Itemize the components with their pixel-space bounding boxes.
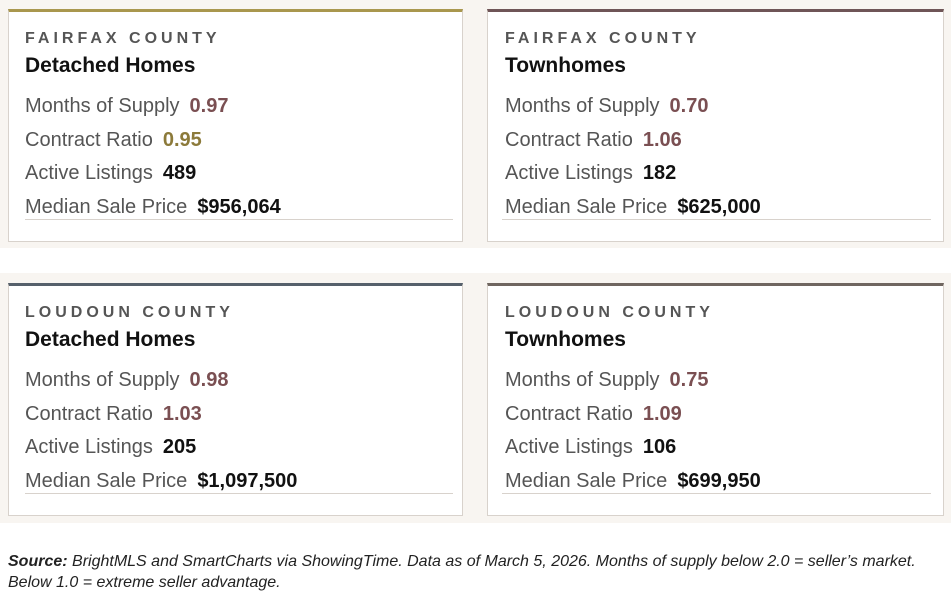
metrics-list: Months of Supply 0.97 Contract Ratio 0.95 … (25, 90, 453, 218)
metric-contract-ratio: Contract Ratio 1.09 (505, 398, 933, 432)
metric-value: 0.97 (189, 95, 229, 117)
metric-label: Contract Ratio (505, 128, 633, 151)
metric-value: 205 (162, 436, 197, 458)
county-label: LOUDOUN COUNTY (505, 304, 714, 321)
card-loudoun-detached: LOUDOUN COUNTY Detached Homes Months of … (8, 283, 463, 516)
metric-label: Contract Ratio (25, 128, 153, 151)
metric-value: 489 (162, 162, 197, 184)
metric-value: $1,097,500 (197, 469, 298, 492)
metric-value: 0.70 (669, 95, 709, 117)
metric-contract-ratio: Contract Ratio 1.06 (505, 124, 933, 158)
metric-label: Active Listings (505, 162, 633, 184)
county-label: LOUDOUN COUNTY (25, 304, 234, 321)
home-type-title: Detached Homes (25, 54, 196, 77)
source-note: Source: BrightMLS and SmartCharts via Sh… (8, 551, 938, 593)
metric-months-of-supply: Months of Supply 0.75 (505, 364, 933, 398)
metric-value: 1.03 (162, 402, 202, 425)
metric-months-of-supply: Months of Supply 0.70 (505, 90, 933, 124)
metric-median-sale-price: Median Sale Price $625,000 (505, 191, 933, 225)
metric-months-of-supply: Months of Supply 0.97 (25, 90, 453, 124)
source-text: BrightMLS and SmartCharts via ShowingTim… (8, 553, 916, 591)
card-fairfax-townhomes: FAIRFAX COUNTY Townhomes Months of Suppl… (487, 9, 944, 242)
divider (25, 219, 453, 220)
metric-label: Median Sale Price (25, 195, 188, 218)
home-type-title: Townhomes (505, 328, 626, 351)
metric-label: Median Sale Price (505, 469, 668, 492)
divider (502, 219, 931, 220)
metric-value: 0.75 (669, 369, 709, 391)
metric-label: Active Listings (505, 436, 633, 458)
divider (25, 493, 453, 494)
divider (502, 493, 931, 494)
metric-value: 1.09 (642, 402, 682, 425)
card-fairfax-detached: FAIRFAX COUNTY Detached Homes Months of … (8, 9, 463, 242)
metric-label: Months of Supply (25, 95, 180, 117)
metric-label: Active Listings (25, 162, 153, 184)
metric-median-sale-price: Median Sale Price $1,097,500 (25, 465, 453, 499)
metric-months-of-supply: Months of Supply 0.98 (25, 364, 453, 398)
metric-label: Active Listings (25, 436, 153, 458)
metric-active-listings: Active Listings 106 (505, 431, 933, 465)
metric-label: Months of Supply (505, 369, 660, 391)
metric-label: Months of Supply (505, 95, 660, 117)
metric-contract-ratio: Contract Ratio 1.03 (25, 398, 453, 432)
metric-value: 1.06 (642, 128, 682, 151)
metric-value: 0.98 (189, 369, 229, 391)
metric-median-sale-price: Median Sale Price $956,064 (25, 191, 453, 225)
metric-active-listings: Active Listings 205 (25, 431, 453, 465)
metric-active-listings: Active Listings 489 (25, 157, 453, 191)
metric-label: Contract Ratio (25, 402, 153, 425)
metric-label: Months of Supply (25, 369, 180, 391)
metrics-list: Months of Supply 0.70 Contract Ratio 1.06 … (505, 90, 933, 218)
metric-value: 182 (642, 162, 677, 184)
metric-median-sale-price: Median Sale Price $699,950 (505, 465, 933, 499)
metric-value: $699,950 (677, 469, 761, 492)
metric-active-listings: Active Listings 182 (505, 157, 933, 191)
metric-contract-ratio: Contract Ratio 0.95 (25, 124, 453, 158)
metric-label: Contract Ratio (505, 402, 633, 425)
metric-label: Median Sale Price (505, 195, 668, 218)
metrics-list: Months of Supply 0.98 Contract Ratio 1.03 … (25, 364, 453, 492)
metric-value: $956,064 (197, 195, 281, 218)
metrics-list: Months of Supply 0.75 Contract Ratio 1.09 … (505, 364, 933, 492)
home-type-title: Detached Homes (25, 328, 196, 351)
metric-label: Median Sale Price (25, 469, 188, 492)
source-label: Source: (8, 553, 68, 570)
home-type-title: Townhomes (505, 54, 626, 77)
county-label: FAIRFAX COUNTY (25, 30, 221, 47)
metric-value: $625,000 (677, 195, 761, 218)
card-loudoun-townhomes: LOUDOUN COUNTY Townhomes Months of Suppl… (487, 283, 944, 516)
metric-value: 106 (642, 436, 677, 458)
metric-value: 0.95 (162, 128, 202, 151)
county-label: FAIRFAX COUNTY (505, 30, 701, 47)
